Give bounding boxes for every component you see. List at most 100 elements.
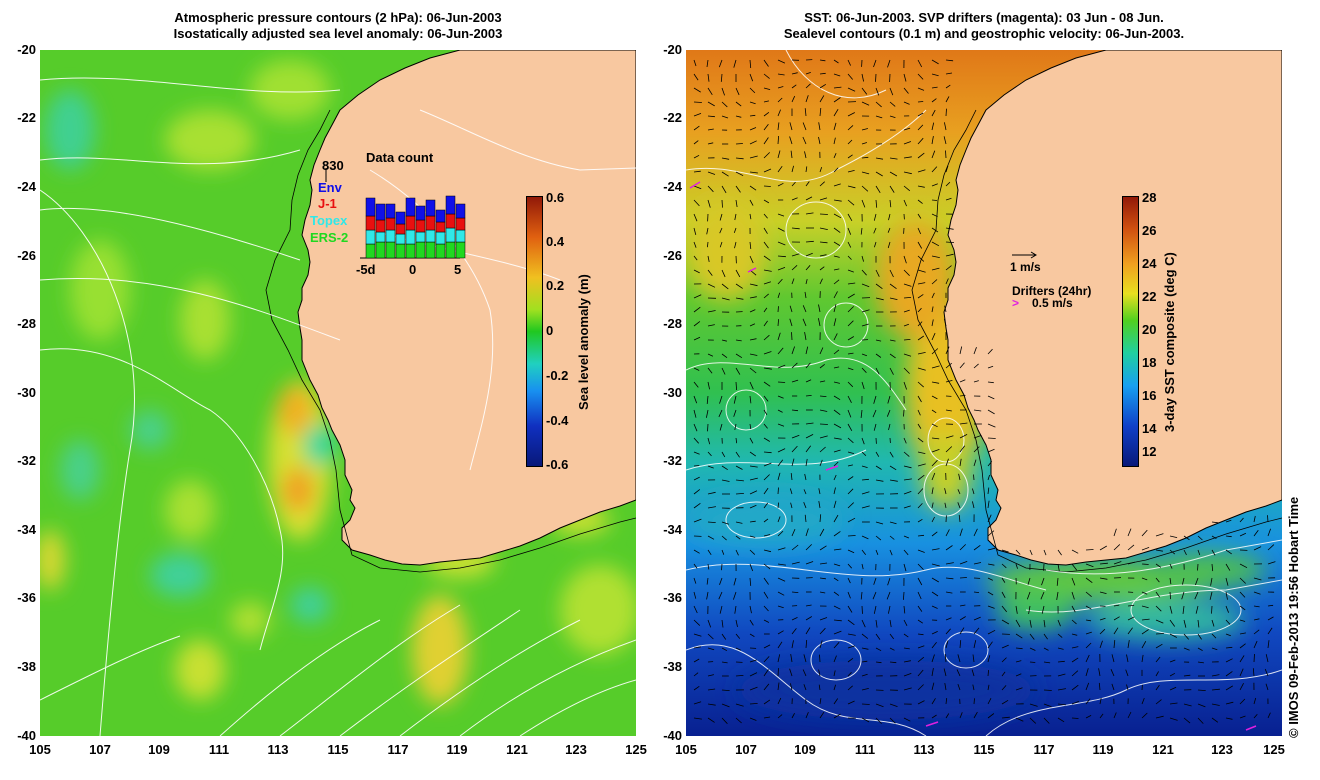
velocity-arrow [917,488,924,495]
velocity-arrow [847,381,854,388]
velocity-arrow [707,423,709,432]
velocity-arrow [805,95,809,103]
velocity-arrow [931,409,937,414]
velocity-arrow [707,688,716,691]
velocity-arrow [749,367,757,374]
velocity-arrow [959,604,966,607]
velocity-arrow [1085,682,1090,691]
velocity-arrow [945,591,953,594]
velocity-arrow [987,641,993,649]
velocity-arrow [889,115,896,118]
velocity-arrow [917,241,923,249]
velocity-arrow [886,409,891,417]
velocity-arrow [1197,549,1201,556]
velocity-arrow [861,353,868,357]
velocity-arrow [1267,712,1271,719]
data-count-bar [365,215,376,231]
velocity-arrow [945,241,955,243]
velocity-arrow [833,73,841,77]
right-lon-tick: 105 [675,742,697,757]
velocity-arrow [861,323,869,327]
velocity-arrow [791,628,797,635]
right-lat-tick: -20 [663,42,682,57]
left-lat-tick: -40 [17,728,36,743]
velocity-arrow [917,269,926,273]
velocity-arrow [861,185,869,192]
velocity-arrow [903,101,910,105]
velocity-arrow [789,136,793,145]
sst-colorbar-tick: 16 [1142,388,1157,403]
velocity-arrow [875,185,881,194]
velocity-arrow [847,605,853,613]
velocity-arrow [749,395,752,404]
velocity-arrow [1141,591,1148,595]
velocity-arrow [931,306,934,313]
velocity-arrow [889,297,898,300]
velocity-arrow [1155,605,1162,612]
velocity-arrow [1057,563,1060,572]
velocity-arrow [719,227,723,234]
velocity-arrow [889,633,895,640]
sla-map-svg [40,50,636,736]
velocity-arrow [1253,605,1260,608]
velocity-arrow [763,281,772,285]
velocity-arrow [735,437,738,444]
velocity-arrow [987,530,995,537]
velocity-arrow [763,437,771,442]
velocity-arrow [833,167,839,173]
velocity-arrow [1028,605,1031,614]
velocity-arrow [931,502,934,509]
velocity-arrow [707,381,710,390]
velocity-arrow [1169,686,1177,691]
velocity-arrow [847,423,853,431]
velocity-arrow [1155,563,1162,568]
velocity-arrow [707,647,715,651]
velocity-arrow [735,283,743,289]
velocity-arrow [875,171,883,177]
velocity-arrow [931,166,938,173]
velocity-arrow [931,241,940,247]
velocity-arrow [889,451,894,458]
velocity-arrow [707,283,716,288]
velocity-arrow [903,156,912,159]
velocity-arrow [945,59,954,62]
velocity-arrow [1098,682,1101,691]
data-count-bar [395,233,406,245]
velocity-arrow [959,528,963,537]
velocity-arrow [833,333,838,341]
australia-landmass [297,50,636,566]
velocity-arrow [1057,673,1066,677]
velocity-arrow [790,150,793,159]
velocity-arrow [833,698,839,705]
velocity-arrow [861,717,870,723]
velocity-arrow [1267,515,1269,523]
velocity-arrow [945,577,954,580]
velocity-arrow [1141,641,1147,649]
velocity-arrow [1252,668,1255,677]
velocity-arrow [777,306,779,313]
velocity-arrow [931,714,937,719]
velocity-arrow [721,283,729,290]
velocity-arrow [791,640,794,649]
velocity-arrow [777,697,782,705]
velocity-arrow [931,395,938,400]
velocity-arrow [707,269,713,276]
velocity-arrow [931,348,939,355]
velocity-arrow [735,493,744,495]
velocity-arrow [1029,661,1036,663]
velocity-arrow [1211,619,1215,627]
velocity-arrow [693,605,698,614]
velocity-arrow [721,451,726,458]
velocity-arrow [789,305,793,313]
velocity-arrow [875,661,882,664]
data-count-xtick-5: 5 [454,262,462,277]
left-lon-tick: 115 [327,742,349,757]
velocity-arrow [1098,668,1101,677]
velocity-arrow [805,240,814,243]
velocity-arrow [887,241,891,249]
velocity-arrow [903,491,912,495]
velocity-arrow [719,423,723,431]
sea-level-contours [686,50,1282,736]
velocity-arrow [958,473,961,481]
geostrophic-velocity-arrows [693,59,1276,724]
